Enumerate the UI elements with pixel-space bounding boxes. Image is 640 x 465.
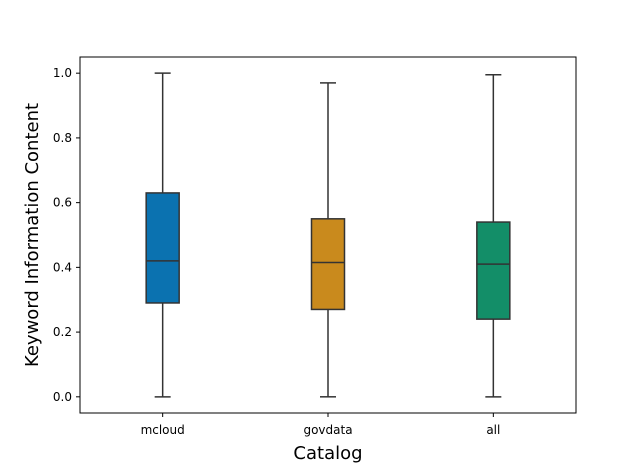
y-tick-label: 0.4 (53, 260, 72, 274)
x-tick-label-mcloud: mcloud (141, 423, 185, 437)
y-tick-label: 0.2 (53, 325, 72, 339)
y-axis-label: Keyword Information Content (22, 103, 43, 367)
y-tick-label: 0.6 (53, 196, 72, 210)
y-tick-label: 0.8 (53, 131, 72, 145)
box-govdata (310, 218, 346, 311)
x-tick-label-all: all (486, 423, 500, 437)
x-tick-label-govdata: govdata (303, 423, 352, 437)
x-axis-label: Catalog (293, 443, 362, 464)
y-tick-label: 1.0 (53, 66, 72, 80)
box-mcloud (145, 192, 180, 304)
box-all (476, 221, 511, 320)
plot-area: 0.0 0.2 0.4 0.6 0.8 1.0 mcloud govdata all (53, 56, 577, 437)
y-tick-label: 0.0 (53, 390, 72, 404)
